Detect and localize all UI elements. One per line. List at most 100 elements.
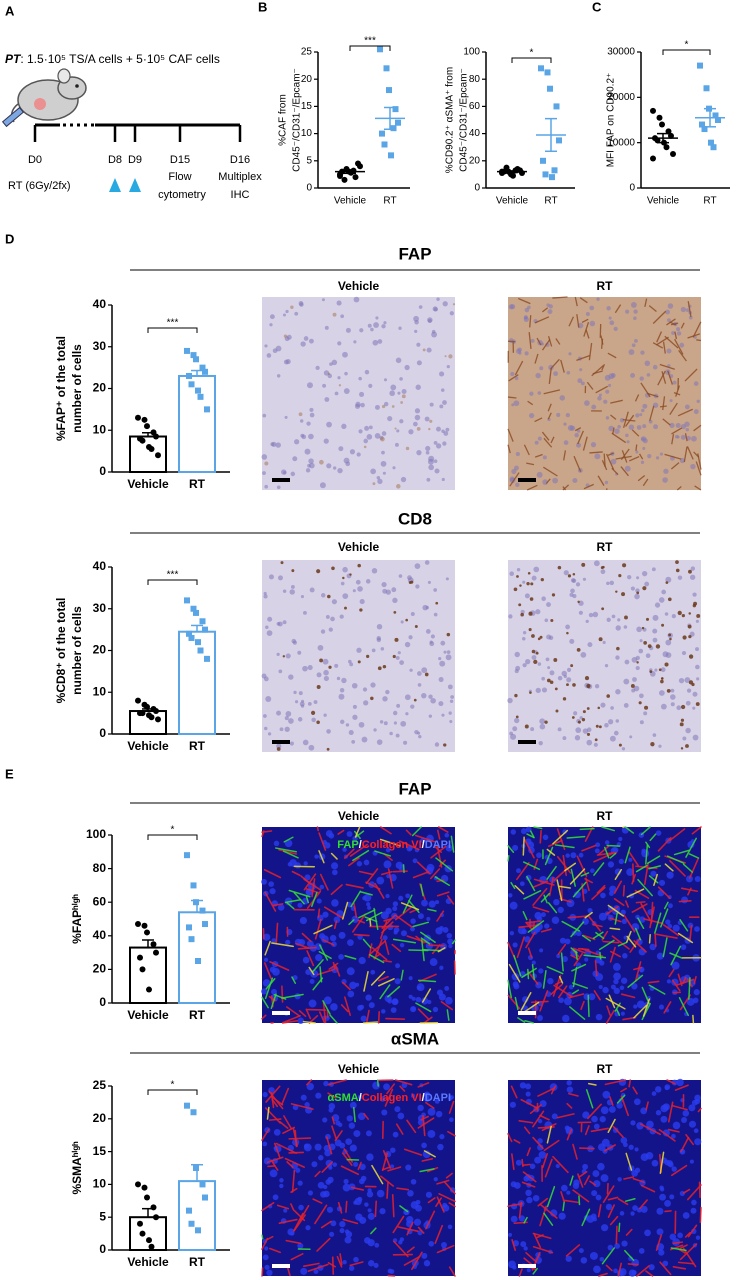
fiber [680, 1136, 690, 1153]
fiber [614, 304, 622, 314]
fiber [550, 983, 563, 995]
dapi [382, 935, 388, 941]
dapi [330, 1003, 338, 1011]
fiber [660, 908, 669, 928]
fiber [678, 997, 690, 1017]
dapi [538, 968, 544, 974]
fiber [601, 460, 608, 471]
fiber [609, 946, 616, 963]
dapi [686, 997, 695, 1006]
nucleus [269, 314, 275, 320]
nucleus [421, 667, 428, 674]
fiber [639, 1199, 648, 1210]
dapi [691, 1199, 697, 1206]
nucleus [615, 655, 620, 660]
cd8-cell [669, 637, 672, 641]
cd8-cell [616, 646, 620, 651]
nucleus [533, 566, 540, 573]
nucleus [663, 468, 669, 474]
fiber [607, 452, 614, 456]
nucleus [396, 703, 401, 708]
dapi [342, 847, 347, 852]
nucleus [418, 734, 422, 739]
y-tick-label: 15 [93, 1144, 107, 1158]
y-tick-label: 100 [463, 47, 480, 58]
nucleus [322, 658, 329, 665]
fiber [547, 412, 552, 420]
fiber [286, 1006, 301, 1017]
dapi [593, 1123, 600, 1130]
nucleus [362, 687, 368, 692]
data-point [199, 364, 206, 371]
nucleus [338, 693, 345, 700]
nucleus [684, 421, 690, 427]
nucleus [692, 734, 699, 741]
fiber [581, 318, 589, 324]
fiber [269, 1247, 282, 1254]
fiber [420, 1115, 429, 1121]
nucleus [556, 412, 561, 417]
fiber [683, 446, 688, 463]
fiber [427, 908, 437, 912]
fiber [546, 848, 556, 856]
nucleus [381, 324, 386, 329]
nucleus [676, 705, 682, 711]
fiber [514, 360, 524, 376]
dapi [694, 1138, 702, 1146]
fiber [281, 1087, 290, 1106]
stain-spot [372, 482, 376, 486]
dapi [304, 874, 311, 881]
nucleus [289, 589, 295, 595]
fiber [374, 1200, 378, 1218]
data-point [656, 114, 663, 121]
nucleus [381, 450, 385, 455]
nucleus [407, 575, 412, 580]
nucleus [337, 376, 341, 380]
dapi [537, 1118, 543, 1124]
fiber [612, 1125, 624, 1138]
fiber [633, 1004, 648, 1019]
nucleus [664, 612, 669, 616]
data-point [377, 46, 383, 53]
fiber [530, 1000, 549, 1004]
nucleus [534, 440, 539, 445]
nucleus [264, 484, 269, 489]
cd8-cell [655, 644, 661, 649]
cd8-cell [551, 593, 556, 597]
fiber [353, 933, 370, 937]
data-point [551, 167, 558, 174]
fiber [605, 1009, 615, 1024]
nucleus [315, 365, 320, 371]
nucleus [309, 587, 315, 593]
nucleus [282, 620, 287, 625]
nucleus [371, 568, 378, 574]
fiber [532, 1232, 552, 1240]
x-tick-label: RT [544, 196, 557, 207]
fiber [522, 1163, 531, 1167]
nucleus [373, 322, 379, 328]
cd8-cell [393, 611, 397, 614]
nucleus [415, 384, 421, 390]
nucleus [669, 399, 673, 403]
fiber [550, 358, 560, 370]
dapi [421, 1252, 428, 1259]
data-point [202, 921, 208, 928]
nucleus [521, 636, 526, 641]
dapi [342, 1260, 347, 1265]
fiber [420, 931, 436, 943]
dapi [594, 848, 600, 854]
fiber [302, 1020, 316, 1024]
nucleus [294, 311, 299, 316]
fiber [352, 849, 370, 862]
stain-spot [428, 427, 431, 431]
data-point [197, 393, 204, 400]
dapi [526, 1196, 533, 1204]
nucleus [370, 468, 376, 475]
fiber [363, 1112, 369, 1120]
nucleus [380, 460, 387, 467]
fiber [622, 411, 629, 429]
dapi [442, 1204, 450, 1212]
cd8-cell [675, 568, 680, 573]
dapi [262, 1141, 268, 1147]
data-point [538, 65, 544, 72]
